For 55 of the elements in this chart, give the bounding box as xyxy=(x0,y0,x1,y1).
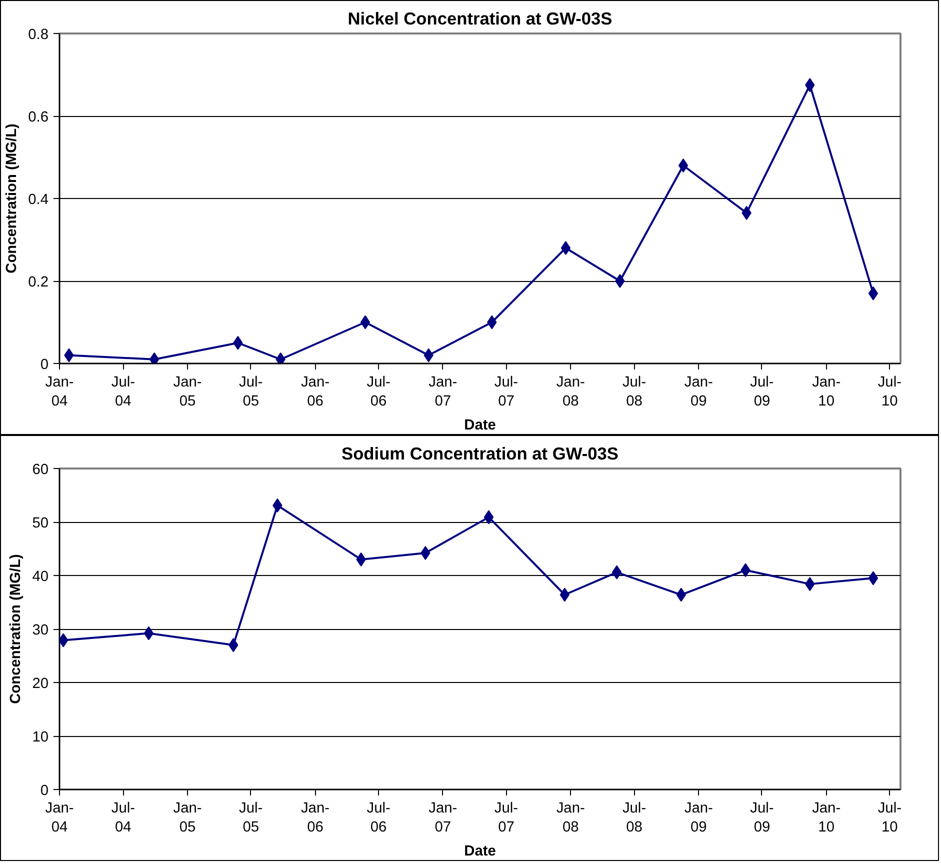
x-tick-label: Jul-06 xyxy=(366,374,390,410)
x-axis-title: Date xyxy=(464,418,496,434)
y-axis-title: Concentration (MG/L) xyxy=(8,554,24,704)
y-tick-label: 0.6 xyxy=(28,110,48,126)
point xyxy=(560,241,571,255)
chart-title: Nickel Concentration at GW-03S xyxy=(348,8,612,28)
x-tick-label: Jul-05 xyxy=(239,800,263,836)
point xyxy=(612,565,622,580)
x-tick-label: Jan-10 xyxy=(812,800,841,836)
point xyxy=(615,274,625,288)
point xyxy=(868,571,878,586)
y-tick-label: 40 xyxy=(32,569,49,585)
x-tick-label: Jul-08 xyxy=(622,374,646,410)
x-tick-label: Jul-04 xyxy=(111,374,136,410)
x-tick-label: Jan-05 xyxy=(173,374,202,410)
x-tick-label: Jan-07 xyxy=(428,374,458,410)
x-tick-label: Jul-09 xyxy=(750,800,774,836)
x-tick-label: Jan-08 xyxy=(556,800,585,836)
x-tick-label: Jan-04 xyxy=(45,800,74,836)
x-tick-label: Jul-10 xyxy=(878,374,902,410)
y-tick-label: 60 xyxy=(32,462,49,478)
y-tick-label: 0 xyxy=(40,357,49,373)
x-tick-label: Jan-10 xyxy=(812,374,841,410)
y-tick-label: 20 xyxy=(32,676,49,692)
x-tick-label: Jan-08 xyxy=(556,374,585,410)
x-tick-label: Jan-07 xyxy=(428,800,458,836)
y-axis-title: Concentration (MG/L) xyxy=(4,123,20,274)
x-tick-label: Jul-09 xyxy=(750,374,774,410)
point xyxy=(144,626,154,640)
x-tick-label: Jan-05 xyxy=(173,800,202,836)
y-tick-label: 30 xyxy=(32,622,49,638)
point xyxy=(678,158,688,172)
chart-title: Sodium Concentration at GW-03S xyxy=(342,444,618,464)
x-tick-label: Jan-09 xyxy=(684,800,714,836)
y-tick-label: 0.2 xyxy=(28,274,48,290)
x-tick-label: Jul-06 xyxy=(366,800,390,836)
x-tick-label: Jan-06 xyxy=(300,374,330,410)
y-tick-label: 0.8 xyxy=(28,27,48,43)
x-tick-label: Jul-08 xyxy=(622,800,646,836)
point xyxy=(360,315,370,330)
x-tick-label: Jul-10 xyxy=(878,800,902,836)
x-tick-label: Jan-09 xyxy=(684,374,714,410)
y-tick-label: 0 xyxy=(40,783,49,799)
y-tick-label: 0.4 xyxy=(28,192,48,208)
x-tick-label: Jul-07 xyxy=(494,374,518,410)
x-tick-label: Jul-04 xyxy=(111,800,136,836)
point xyxy=(484,510,494,524)
y-tick-label: 50 xyxy=(32,516,49,532)
x-tick-label: Jan-04 xyxy=(45,374,74,410)
x-tick-label: Jul-05 xyxy=(239,374,263,410)
x-tick-label: Jul-07 xyxy=(494,800,518,836)
x-tick-label: Jan-06 xyxy=(300,800,330,836)
point xyxy=(868,286,878,300)
x-axis-title: Date xyxy=(464,844,496,860)
y-tick-label: 10 xyxy=(32,730,49,746)
